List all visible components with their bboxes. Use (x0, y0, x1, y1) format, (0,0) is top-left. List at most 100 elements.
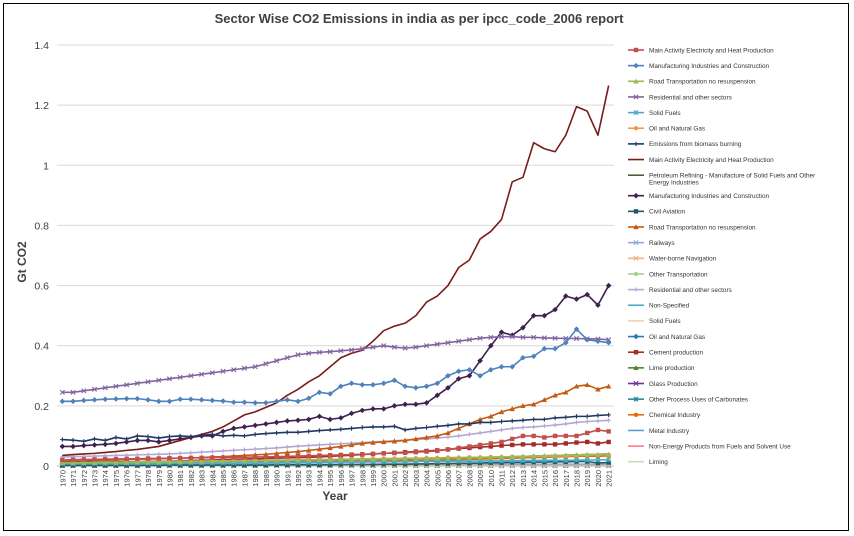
data-point (285, 430, 290, 435)
data-point (552, 457, 558, 463)
data-point (488, 334, 494, 340)
data-point (285, 454, 290, 459)
data-point (633, 110, 639, 116)
legend-label: Metal Industry (649, 428, 690, 435)
data-point (156, 377, 162, 383)
x-tick-label: 1974 (101, 470, 110, 487)
legend-label: Road Transportation no resuspension (649, 224, 756, 231)
data-point (263, 400, 269, 406)
data-point (423, 434, 430, 440)
data-point (273, 419, 280, 426)
data-point (391, 403, 398, 409)
data-point (91, 386, 98, 392)
data-point (241, 424, 248, 430)
x-tick-label: 2014 (530, 470, 539, 487)
data-point (156, 459, 162, 465)
data-point (531, 417, 536, 422)
data-point (338, 452, 344, 458)
data-point (370, 456, 376, 462)
x-tick-label: 2018 (573, 470, 582, 487)
data-point (585, 430, 590, 436)
data-point (81, 388, 87, 394)
data-point (113, 440, 119, 447)
data-point (584, 382, 590, 388)
series-path (62, 85, 610, 457)
data-point (359, 440, 365, 446)
data-point (595, 302, 601, 308)
data-point (348, 410, 355, 417)
x-tick-label: 1973 (90, 470, 99, 487)
data-point (327, 349, 333, 355)
data-point (424, 425, 429, 430)
legend-item: Solid Fuels (628, 110, 681, 117)
data-point (316, 456, 323, 462)
legend-item: Water-borne Navigation (628, 256, 717, 263)
data-point (252, 462, 258, 468)
legend-label: Manufacturing Industries and Constructio… (649, 193, 770, 200)
data-point (606, 457, 612, 463)
data-point (423, 343, 430, 349)
data-point (466, 372, 473, 379)
legend-label: Glass Production (649, 381, 698, 388)
data-point (188, 396, 194, 403)
data-point (59, 389, 65, 395)
series-path (62, 414, 609, 443)
data-point (166, 376, 173, 382)
x-tick-label: 1982 (187, 470, 196, 487)
data-point (134, 459, 141, 465)
data-point (188, 434, 194, 439)
data-point (467, 432, 472, 437)
data-point (209, 458, 216, 464)
x-tick-label: 1995 (326, 470, 335, 487)
data-point (327, 445, 333, 451)
data-point (477, 372, 483, 379)
legend-label: Liming (649, 459, 668, 466)
legend-item: Residential and other sectors (628, 94, 732, 101)
data-point (605, 339, 612, 346)
data-point (360, 425, 365, 430)
data-point (381, 461, 386, 467)
data-point (338, 415, 344, 421)
legend-label: Main Activity Electricity and Heat Produ… (649, 157, 774, 164)
legend-item: Chemical Industry (628, 412, 701, 419)
data-point (542, 435, 547, 440)
legend-label: Civil Aviation (649, 209, 686, 216)
data-point (295, 417, 301, 424)
series-line (62, 85, 610, 457)
data-point (102, 396, 109, 403)
x-tick-label: 1998 (358, 470, 367, 487)
data-point (135, 433, 140, 439)
data-point (510, 442, 515, 448)
data-point (338, 348, 344, 354)
data-point (542, 417, 547, 422)
data-point (209, 397, 216, 404)
data-point (499, 443, 504, 448)
data-point (413, 344, 419, 350)
data-point (380, 406, 387, 412)
data-point (573, 457, 580, 463)
data-point (285, 444, 290, 450)
data-point (348, 456, 355, 462)
data-point (220, 455, 226, 460)
data-point (295, 398, 301, 405)
data-point (156, 456, 161, 461)
data-point (520, 433, 526, 439)
data-point (306, 429, 311, 434)
legend-label: Residential and other sectors (649, 94, 732, 101)
data-point (552, 442, 558, 447)
data-point (242, 433, 247, 439)
data-point (606, 439, 611, 445)
data-point (531, 442, 536, 447)
data-point (210, 432, 215, 437)
data-point (633, 224, 639, 230)
data-point (542, 423, 547, 429)
data-point (242, 447, 247, 452)
data-point (633, 396, 639, 402)
data-point (633, 350, 639, 355)
data-point (520, 354, 526, 361)
data-point (273, 450, 280, 456)
data-point (541, 453, 548, 458)
data-point (552, 415, 558, 421)
data-point (145, 452, 151, 457)
data-point (188, 455, 194, 461)
